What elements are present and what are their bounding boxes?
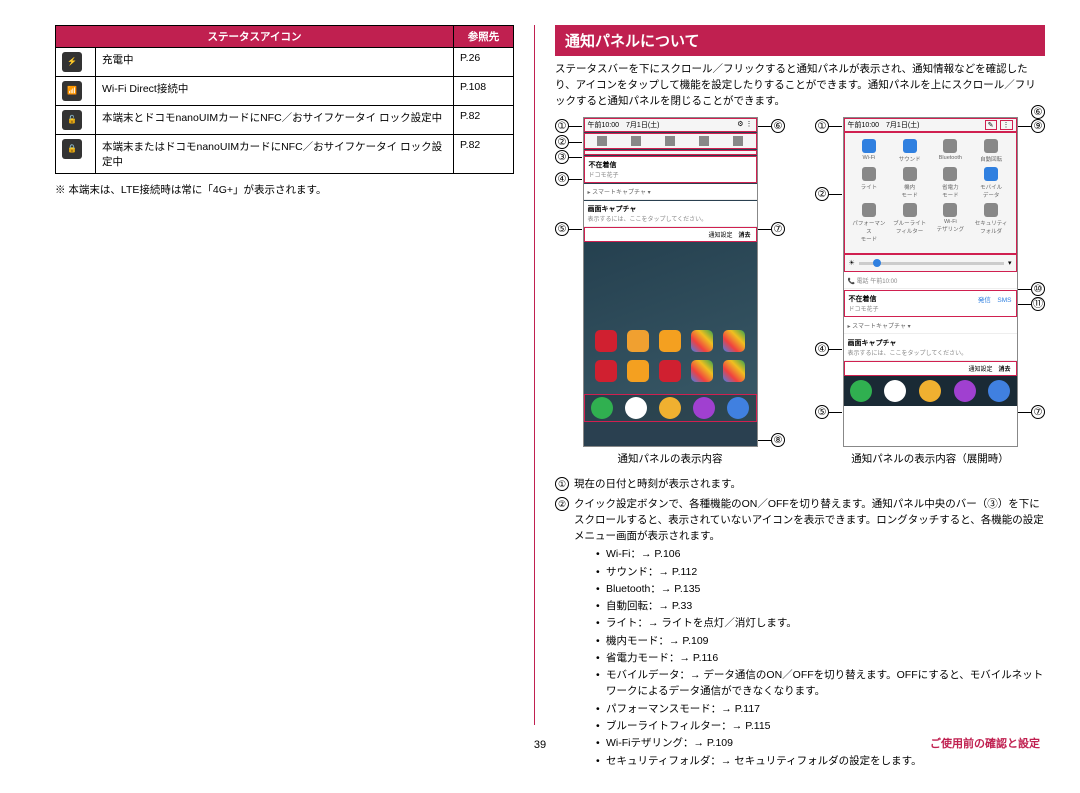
callout-4: ④ <box>555 172 569 186</box>
qs-item: 機内 モード <box>892 167 928 199</box>
status-icon-table: ステータスアイコン 参照先 ⚡ 充電中 P.26 📶 Wi-Fi Direct接続… <box>55 25 514 174</box>
callout-1r: ① <box>815 119 829 133</box>
qs-item: 省電力 モード <box>932 167 968 199</box>
callout-7r: ⑦ <box>1031 405 1045 419</box>
quick-settings-grid: Wi-FiサウンドBluetooth自動回転 ライト機内 モード省電力 モードモ… <box>844 132 1017 254</box>
notif-missed-call: 不在着信 ドコモ花子 <box>584 156 757 183</box>
qs-item: 自動回転 <box>973 139 1009 163</box>
status-desc: 本端末またはドコモnanoUIMカードにNFC／おサイフケータイ ロック設定中 <box>96 135 454 174</box>
callout-2r: ② <box>815 187 829 201</box>
status-ref: P.26 <box>454 48 514 77</box>
notif-capture-exp: 画面キャプチャ 表示するには、ここをタップしてください。 <box>844 335 1017 361</box>
sub-item: セキュリティフォルダ：→ セキュリティフォルダの設定をします。 <box>594 753 1045 769</box>
qs-item: Bluetooth <box>932 139 968 163</box>
caption-collapsed: 通知パネルの表示内容 <box>555 451 785 466</box>
callout-3: ③ <box>555 150 569 164</box>
status-ref: P.82 <box>454 106 514 135</box>
status-icon-cell: ⚡ <box>56 48 96 77</box>
phone-collapsed-block: 午前10:00 7月1日(土) ⚙ ⋮ 不在着信 ドコモ花子 ▸ スマートキャプ… <box>555 117 785 466</box>
status-ref: P.82 <box>454 135 514 174</box>
lte-note: ※ 本端末は、LTE接続時は常に「4G+」が表示されます。 <box>55 182 514 197</box>
callout-5r: ⑤ <box>815 405 829 419</box>
notif-footer-exp: 通知設定 消去 <box>844 361 1017 376</box>
smart-capture-row: ▸ スマートキャプチャ ▾ <box>584 184 757 200</box>
status-icon-cell: 📶 <box>56 77 96 106</box>
qs-item: パフォーマンス モード <box>851 203 887 243</box>
qs-item: モバイル データ <box>973 167 1009 199</box>
desc-text: クイック設定ボタンで、各種機能のON／OFFを切り替えます。通知パネル中央のバー… <box>574 496 1045 770</box>
caption-expanded: 通知パネルの表示内容（展開時） <box>815 451 1045 466</box>
desc-text: 現在の日付と時刻が表示されます。 <box>574 476 1045 492</box>
sub-item: 機内モード：→ P.109 <box>594 633 1045 649</box>
sub-item: モバイルデータ：→ データ通信のON／OFFを切り替えます。OFFにすると、モバ… <box>594 667 1045 700</box>
status-ref: P.108 <box>454 77 514 106</box>
sub-item: Bluetooth：→ P.135 <box>594 581 1045 597</box>
qs-item: ブルーライト フィルター <box>892 203 928 243</box>
sub-item: ライト：→ ライトを点灯／消灯します。 <box>594 615 1045 631</box>
callout-5: ⑤ <box>555 222 569 236</box>
qs-item: セキュリティ フォルダ <box>973 203 1009 243</box>
page-number: 39 <box>534 739 546 751</box>
sub-item: Wi-Fi：→ P.106 <box>594 546 1045 562</box>
sub-item: 省電力モード：→ P.116 <box>594 650 1045 666</box>
phone-collapsed: 午前10:00 7月1日(土) ⚙ ⋮ 不在着信 ドコモ花子 ▸ スマートキャプ… <box>583 117 758 447</box>
qs-item: Wi-Fi テザリング <box>932 203 968 243</box>
callout-9: ⑨ <box>1031 119 1045 133</box>
intro-text: ステータスバーを下にスクロール／フリックすると通知パネルが表示され、通知情報など… <box>555 62 1045 109</box>
column-divider <box>534 25 535 725</box>
phone-statusbar-exp: 午前10:00 7月1日(土) ✎⋮ <box>844 118 1017 132</box>
sub-item: パフォーマンスモード：→ P.117 <box>594 701 1045 717</box>
description-list: ① 現在の日付と時刻が表示されます。 ② クイック設定ボタンで、各種機能のON／O… <box>555 476 1045 770</box>
phone-expanded: 午前10:00 7月1日(土) ✎⋮ Wi-FiサウンドBluetooth自動回… <box>843 117 1018 447</box>
sub-item: サウンド：→ P.112 <box>594 564 1045 580</box>
brightness-slider: ☀ ▾ <box>844 254 1017 272</box>
callout-8: ⑧ <box>771 433 785 447</box>
callout-4r: ④ <box>815 342 829 356</box>
phone-statusbar: 午前10:00 7月1日(土) ⚙ ⋮ <box>584 118 757 132</box>
notif-footer: 通知設定 消去 <box>584 227 757 242</box>
desc-num: ① <box>555 477 569 491</box>
footer-label: ご使用前の確認と設定 <box>930 735 1040 751</box>
section-header: 通知パネルについて <box>555 25 1045 56</box>
callout-11: ⑪ <box>1031 297 1045 311</box>
phone-expanded-block: 午前10:00 7月1日(土) ✎⋮ Wi-FiサウンドBluetooth自動回… <box>815 117 1045 466</box>
callout-1: ① <box>555 119 569 133</box>
callout-10: ⑩ <box>1031 282 1045 296</box>
status-icon-cell: 🔓 <box>56 106 96 135</box>
sub-item: ブルーライトフィルター：→ P.115 <box>594 718 1045 734</box>
quick-row <box>584 133 757 149</box>
qs-item: ライト <box>851 167 887 199</box>
callout-7: ⑦ <box>771 222 785 236</box>
notif-missed-call-exp: 不在着信 ドコモ花子 発信 SMS <box>844 290 1017 317</box>
th-ref: 参照先 <box>454 26 514 48</box>
desc-num: ② <box>555 497 569 511</box>
quick-bar <box>584 150 757 155</box>
status-desc: 充電中 <box>96 48 454 77</box>
callout-2: ② <box>555 135 569 149</box>
phone-wallpaper <box>584 242 757 422</box>
status-icon-cell: 🔒 <box>56 135 96 174</box>
sub-item: 自動回転：→ P.33 <box>594 598 1045 614</box>
status-desc: 本端末とドコモnanoUIMカードにNFC／おサイフケータイ ロック設定中 <box>96 106 454 135</box>
status-desc: Wi-Fi Direct接続中 <box>96 77 454 106</box>
qs-item: Wi-Fi <box>851 139 887 163</box>
notif-capture: 画面キャプチャ 表示するには、ここをタップしてください。 <box>584 201 757 227</box>
callout-6r: ⑥ <box>1031 105 1045 119</box>
callout-6: ⑥ <box>771 119 785 133</box>
qs-item: サウンド <box>892 139 928 163</box>
th-icon: ステータスアイコン <box>56 26 454 48</box>
